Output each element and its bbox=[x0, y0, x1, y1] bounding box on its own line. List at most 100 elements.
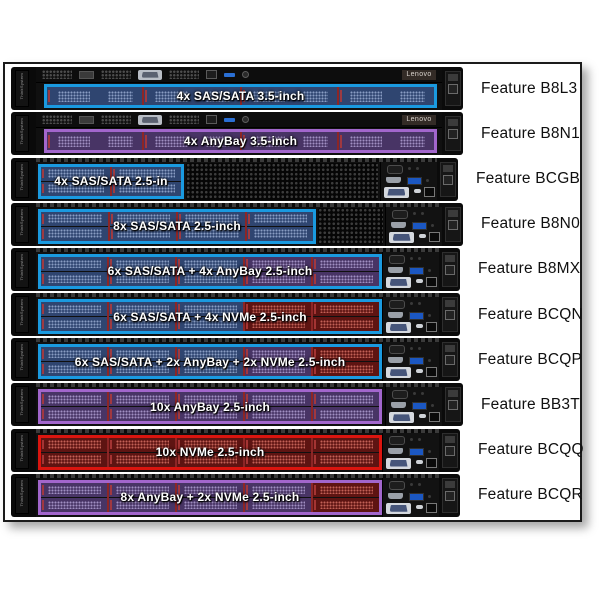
front-io-panel bbox=[385, 206, 442, 246]
drive-latch bbox=[178, 304, 180, 314]
vga-connector-icon bbox=[389, 278, 408, 286]
drive-bay-column bbox=[41, 482, 107, 512]
drive-latch bbox=[42, 228, 44, 239]
module-button bbox=[445, 445, 455, 456]
drive-bay-column bbox=[311, 437, 379, 467]
drive-vent-icon bbox=[48, 440, 101, 449]
diagnostics-port bbox=[388, 447, 403, 454]
drive-bay-column bbox=[239, 132, 337, 151]
vent-grille-icon bbox=[42, 115, 72, 125]
right-rack-ear bbox=[442, 67, 463, 111]
drive-tray bbox=[41, 302, 107, 317]
usb3-port bbox=[409, 266, 424, 275]
drive-vent-icon bbox=[116, 485, 169, 494]
drive-bay-area: 10x AnyBay 2.5-inch bbox=[36, 387, 442, 427]
drive-vent-icon bbox=[320, 410, 373, 419]
drive-latch bbox=[314, 304, 316, 314]
diagnostics-port bbox=[388, 492, 403, 499]
vga-port bbox=[389, 231, 414, 243]
drive-config-label: 8x AnyBay + 2x NVMe 2.5-inch bbox=[120, 490, 300, 505]
vga-port bbox=[138, 114, 162, 125]
drive-bay-column bbox=[311, 302, 379, 332]
status-led bbox=[431, 223, 434, 227]
drive-tray bbox=[109, 211, 176, 226]
drive-latch bbox=[314, 439, 316, 450]
usbc-port bbox=[416, 324, 423, 329]
drive-vent-icon bbox=[58, 90, 91, 102]
drive-tray bbox=[144, 87, 240, 106]
diagnostics-module bbox=[442, 477, 458, 513]
blank-filler-panel bbox=[186, 162, 378, 200]
server-front-view: ThinkSystem Lenovo bbox=[11, 338, 460, 382]
diagnostics-module bbox=[445, 71, 461, 107]
status-led bbox=[410, 347, 413, 351]
drive-bay-column bbox=[243, 347, 311, 377]
chassis: Lenovo 6x SAS/SATA + 4x AnyBay 2.5-inch bbox=[36, 247, 439, 291]
drive-vent-icon bbox=[48, 304, 101, 314]
drive-latch bbox=[110, 499, 112, 510]
drive-vent-icon bbox=[252, 350, 305, 359]
server-row: ThinkSystem Lenovo bbox=[5, 202, 580, 246]
drive-bay-column bbox=[311, 347, 379, 377]
front-io-panel bbox=[382, 477, 439, 517]
drive-tray bbox=[177, 482, 243, 497]
thinksystem-label: ThinkSystem bbox=[19, 118, 24, 145]
drive-tray bbox=[41, 392, 107, 407]
drive-latch bbox=[145, 135, 148, 148]
status-led bbox=[410, 256, 413, 260]
drive-tray bbox=[177, 437, 243, 452]
drive-vent-icon bbox=[48, 184, 104, 193]
drive-latch bbox=[42, 364, 44, 375]
front-io-panel bbox=[382, 251, 439, 291]
drive-tray bbox=[109, 452, 175, 467]
drive-vent-icon bbox=[48, 395, 101, 404]
drive-bay-column bbox=[107, 437, 175, 467]
power-button bbox=[242, 71, 249, 79]
vga-connector-icon bbox=[389, 324, 408, 332]
drive-latch bbox=[110, 454, 112, 465]
drive-latch bbox=[110, 213, 113, 224]
drive-latch bbox=[314, 454, 316, 465]
drive-latch bbox=[113, 168, 115, 179]
chassis: Lenovo 8x SAS/SATA 2.5-inch bbox=[36, 202, 442, 246]
vga-connector-icon bbox=[392, 233, 411, 241]
drive-latch bbox=[247, 228, 250, 239]
drive-latch bbox=[314, 273, 316, 284]
drive-latch bbox=[246, 484, 248, 495]
drive-vent-icon bbox=[349, 135, 383, 147]
server-front-view: ThinkSystem Lenovo bbox=[11, 473, 460, 517]
power-button bbox=[392, 390, 408, 400]
drive-tray bbox=[338, 87, 434, 106]
vga-port bbox=[389, 412, 414, 424]
drive-vent-icon bbox=[184, 259, 237, 269]
drive-tray bbox=[245, 271, 311, 286]
drive-vent-icon bbox=[48, 319, 101, 329]
drive-tray bbox=[245, 407, 311, 422]
drive-config-label: 6x SAS/SATA + 2x AnyBay + 2x NVMe 2.5-in… bbox=[74, 354, 346, 369]
usbc-port bbox=[413, 188, 421, 193]
drive-latch bbox=[110, 409, 112, 420]
drive-bay-highlight: 10x AnyBay 2.5-inch bbox=[38, 389, 382, 425]
drive-bay-column bbox=[107, 211, 176, 241]
vent-grille-icon bbox=[169, 115, 199, 125]
drive-latch bbox=[42, 168, 44, 179]
drive-config-label: 4x AnyBay 3.5-inch bbox=[183, 134, 298, 149]
drive-vent-icon bbox=[48, 214, 102, 223]
drive-tray bbox=[109, 497, 175, 512]
module-button bbox=[445, 490, 455, 501]
vga-connector-icon bbox=[141, 71, 159, 78]
feature-label: Feature B8MX bbox=[478, 260, 581, 278]
drive-config-label: 10x AnyBay 2.5-inch bbox=[149, 399, 271, 414]
chassis-lip bbox=[36, 202, 442, 207]
server-front-view: ThinkSystem Lenovo 4x AnyBay 3.5-inch bbox=[11, 112, 463, 156]
drive-latch bbox=[42, 484, 44, 495]
vga-port bbox=[386, 502, 411, 514]
thinksystem-badge: ThinkSystem bbox=[15, 386, 29, 424]
status-led bbox=[410, 482, 413, 486]
management-port bbox=[426, 457, 437, 468]
management-port bbox=[429, 231, 440, 242]
drive-vent-icon bbox=[116, 395, 169, 404]
module-button bbox=[445, 264, 455, 275]
drive-tray bbox=[109, 317, 175, 332]
drive-tray bbox=[313, 437, 379, 452]
